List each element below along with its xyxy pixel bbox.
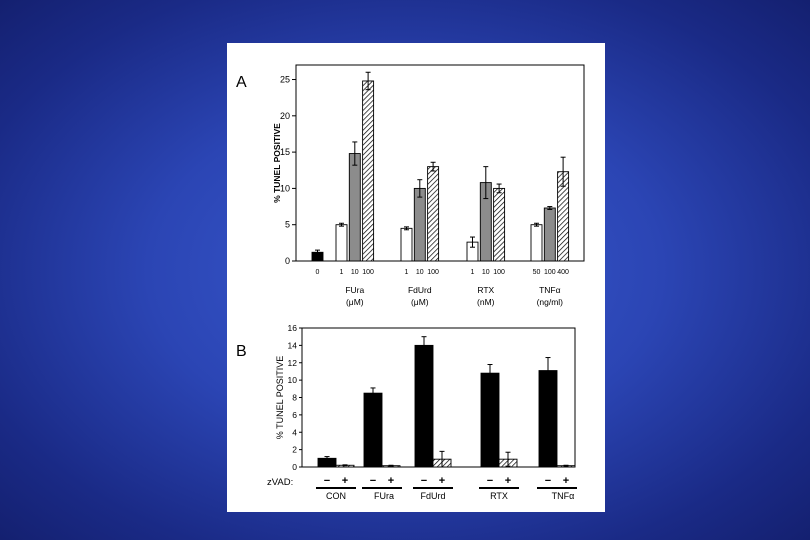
- panel-b-group-label: FUra: [374, 491, 394, 501]
- panel-b-zvad-sign: −: [421, 475, 427, 487]
- panel-b-group-label: TNFα: [552, 491, 575, 501]
- panel-b-zvad-sign: +: [388, 475, 394, 487]
- panel-a-bar: [348, 153, 361, 262]
- panel-a-bar: [493, 187, 506, 262]
- panel-a-group-label: TNFα: [539, 285, 561, 295]
- panel-b-ytick-label: 6: [292, 410, 297, 420]
- panel-b-group-label: CON: [326, 491, 346, 501]
- panel-a-group-unit: (μM): [411, 297, 429, 307]
- panel-b-group-label: FdUrd: [420, 491, 445, 501]
- panel-a-dose-label: 50: [533, 269, 541, 276]
- panel-a-dose-label: 1: [405, 269, 409, 276]
- panel-a-dose-label: 10: [482, 269, 490, 276]
- panel-b-ytick-label: 0: [292, 462, 297, 472]
- panel-a-group-unit: (nM): [477, 297, 495, 307]
- panel-b-letter: B: [236, 343, 247, 360]
- panel-b-bar: [538, 370, 558, 468]
- panel-a-ytick-label: 15: [280, 147, 290, 157]
- panel-a-ytick-label: 5: [285, 220, 290, 230]
- panel-b-ytick-label: 14: [288, 340, 298, 350]
- panel-a-ytick-label: 10: [280, 183, 290, 193]
- panel-a-dose-label: 1: [471, 269, 475, 276]
- panel-a-ylabel: % TUNEL POSITIVE: [272, 123, 282, 203]
- panel-b-ytick-label: 10: [288, 375, 298, 385]
- panel-b-ylabel: % TUNEL POSITIVE: [275, 356, 285, 440]
- panel-a-dose-label: 400: [557, 269, 569, 276]
- zvad-label: zVAD:: [267, 477, 293, 488]
- panel-b-group-label: RTX: [490, 491, 508, 501]
- panel-a-bar: [427, 166, 440, 262]
- panel-a-dose-label: 10: [416, 269, 424, 276]
- panel-b-ytick-label: 2: [292, 445, 297, 455]
- panel-b-zvad-sign: −: [545, 475, 551, 487]
- panel-a-dose-label: 100: [493, 269, 505, 276]
- panel-a-group-label: RTX: [477, 285, 494, 295]
- panel-a-ytick-label: 20: [280, 111, 290, 121]
- panel-a-dose-label: 1: [340, 269, 344, 276]
- panel-a-group-unit: (ng/ml): [537, 297, 564, 307]
- panel-b-zvad-sign: +: [342, 475, 348, 487]
- panel-a-group-unit: (μM): [346, 297, 364, 307]
- panel-a-ytick-label: 25: [280, 75, 290, 85]
- panel-b-ytick-label: 8: [292, 393, 297, 403]
- panel-b-zvad-sign: +: [563, 475, 569, 487]
- panel-b-zvad-sign: +: [505, 475, 511, 487]
- panel-b-bar: [480, 372, 500, 468]
- panel-b-zvad-sign: −: [370, 475, 376, 487]
- panel-a-dose-label: 100: [362, 269, 374, 276]
- panel-a-bar: [543, 207, 556, 262]
- panel-a-bar: [362, 80, 375, 262]
- panel-b-frame: [301, 327, 576, 468]
- panel-a-dose-label: 0: [316, 269, 320, 276]
- panel-a-dose-label: 100: [544, 269, 556, 276]
- panel-a-bar: [335, 224, 348, 262]
- panel-a-frame: [295, 64, 585, 262]
- panel-b-ytick-label: 4: [292, 427, 297, 437]
- panel-b-ytick-label: 12: [288, 358, 298, 368]
- panel-b-zvad-sign: +: [439, 475, 445, 487]
- panel-a-group-label: FdUrd: [408, 285, 432, 295]
- panel-b-bar: [414, 344, 434, 468]
- figure-slide: A B 0 5 10 15 20 25% TUNEL POSITIVE 0 1 10 100 FUr…: [227, 43, 605, 512]
- panel-a-bar: [530, 224, 543, 262]
- panel-b-bar: [363, 392, 383, 468]
- panel-a-dose-label: 100: [427, 269, 439, 276]
- panel-a-dose-label: 10: [351, 269, 359, 276]
- panel-a-bar: [400, 227, 413, 262]
- panel-b-zvad-sign: −: [487, 475, 493, 487]
- panel-a-letter: A: [236, 74, 247, 91]
- panel-a-group-label: FUra: [345, 285, 364, 295]
- panel-b-ytick-label: 16: [288, 323, 298, 333]
- panel-a-bar: [413, 187, 426, 262]
- panel-b-zvad-sign: −: [324, 475, 330, 487]
- panel-a-ytick-label: 0: [285, 256, 290, 266]
